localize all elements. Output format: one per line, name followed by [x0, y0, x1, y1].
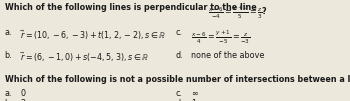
Text: 2: 2 — [20, 99, 26, 101]
Text: $\frac{x-6}{4} = \frac{y+1}{-5} = \frac{z}{-3}$: $\frac{x-6}{4} = \frac{y+1}{-5} = \frac{… — [191, 28, 250, 46]
Text: 1: 1 — [191, 99, 196, 101]
Text: Which of the following lines is perpendicular to the line: Which of the following lines is perpendi… — [5, 3, 259, 12]
Text: a.: a. — [5, 89, 12, 98]
Text: b.: b. — [5, 50, 12, 59]
Text: $\vec{r} = (6,-1,0)+s(-4,5,3), s \in \mathbb{R}$: $\vec{r} = (6,-1,0)+s(-4,5,3), s \in \ma… — [20, 50, 149, 64]
Text: $\infty$: $\infty$ — [191, 89, 198, 98]
Text: none of the above: none of the above — [191, 50, 264, 59]
Text: b.: b. — [5, 99, 12, 101]
Text: Which of the following is not a possible number of intersections between a line : Which of the following is not a possible… — [5, 75, 350, 84]
Text: $\frac{x-6}{-4} = \frac{y+1}{5} = \frac{z}{3}$?: $\frac{x-6}{-4} = \frac{y+1}{5} = \frac{… — [208, 3, 268, 21]
Text: 0: 0 — [20, 89, 25, 98]
Text: d.: d. — [175, 50, 183, 59]
Text: d.: d. — [175, 99, 183, 101]
Text: c.: c. — [175, 89, 182, 98]
Text: a.: a. — [5, 28, 12, 37]
Text: c.: c. — [175, 28, 182, 37]
Text: $\vec{r} = (10,-6,-3)+t(1,2,-2), s \in \mathbb{R}$: $\vec{r} = (10,-6,-3)+t(1,2,-2), s \in \… — [20, 28, 166, 42]
